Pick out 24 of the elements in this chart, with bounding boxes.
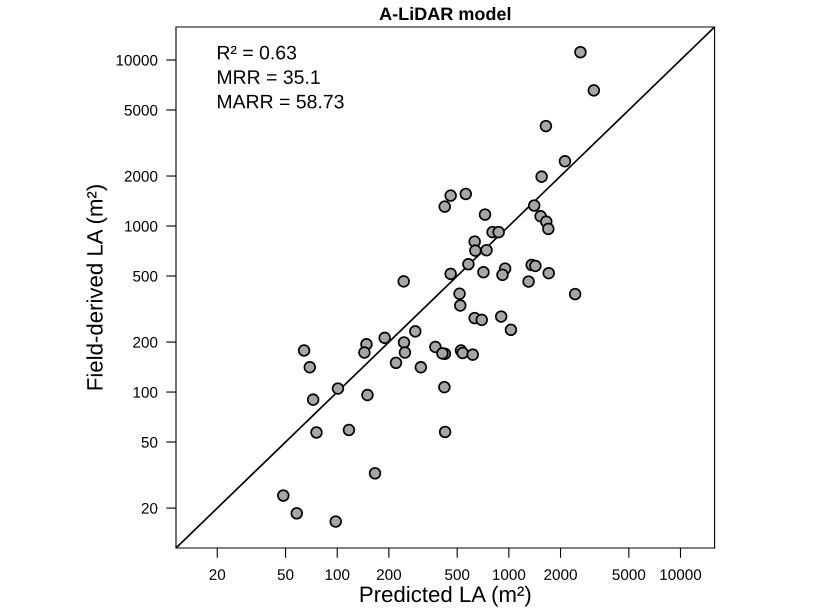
y-tick-label: 20 [142,502,158,514]
y-tick-label: 5000 [124,104,158,116]
annotation: R² = 0.63 [218,46,296,60]
y-tick-label: 10000 [116,54,158,66]
y-tick-label: 100 [134,386,158,398]
y-tick-label: 1000 [125,220,158,232]
y-axis-title: Field-derived LA (m²) [86,185,108,390]
x-tick-label: 2000 [544,569,577,580]
x-tick-label: 5000 [612,569,646,580]
y-tick-label: 2000 [124,170,158,182]
chart-title: A-LiDAR model [380,6,510,20]
annotation: MARR = 58.73 [218,94,344,108]
x-tick-label: 10000 [660,569,702,580]
x-axis-title: Predicted LA (m²) [360,586,530,607]
y-tick-label: 50 [142,436,158,448]
x-tick-label: 100 [326,569,350,580]
x-tick-label: 20 [210,569,226,580]
y-tick-label: 200 [133,336,158,348]
x-tick-label: 1000 [493,569,526,580]
x-tick-label: 50 [278,569,294,580]
y-tick-label: 500 [133,270,158,282]
annotation: MRR = 35.1 [218,70,320,84]
x-tick-label: 200 [376,569,402,580]
x-tick-label: 500 [445,569,470,580]
